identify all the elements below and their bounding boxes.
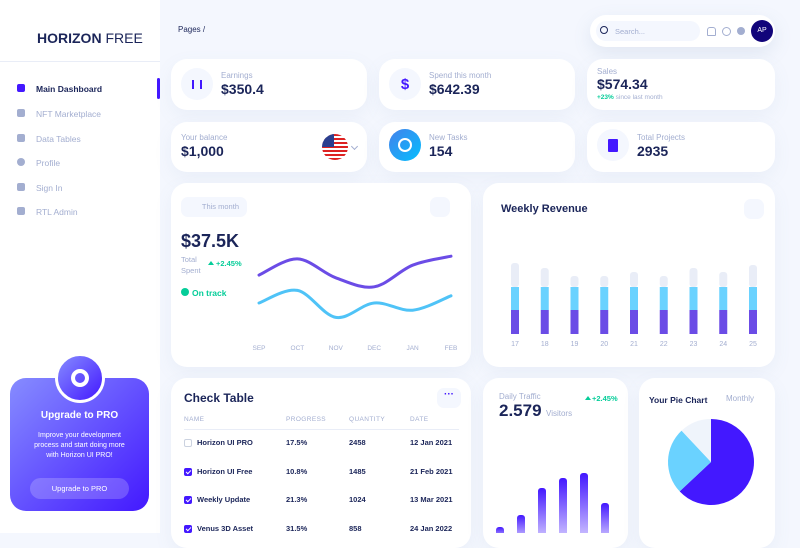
checkbox[interactable]	[184, 524, 192, 533]
table-cell: 1485	[349, 466, 366, 476]
active-indicator	[157, 78, 160, 99]
divider	[184, 429, 459, 430]
menu-icon	[17, 183, 25, 191]
menu-item[interactable]: Data Tables	[36, 134, 81, 144]
menu-item[interactable]: RTL Admin	[36, 207, 78, 217]
checkbox[interactable]	[184, 467, 192, 476]
menu-item[interactable]: Main Dashboard	[36, 84, 103, 94]
chart-button[interactable]	[744, 199, 764, 219]
traffic-unit: Visitors	[546, 409, 573, 418]
stat-label: Your balance	[181, 133, 228, 142]
menu-icon	[17, 134, 25, 142]
period-dropdown[interactable]: Monthly	[726, 394, 755, 403]
search-input[interactable]	[596, 21, 700, 41]
search-placeholder: Search...	[615, 27, 646, 36]
traffic-change: +2.45%	[592, 394, 618, 403]
table-cell: 1024	[349, 495, 366, 504]
total-change: +2.45%	[216, 259, 242, 268]
stat-value: $350.4	[221, 81, 264, 97]
status: On track	[192, 288, 227, 298]
chart-button[interactable]	[430, 197, 450, 217]
stat-card: Your balance $1,000	[171, 122, 367, 172]
table-cell: 24 Jan 2022	[410, 523, 453, 533]
table-cell: 31.5%	[286, 523, 308, 533]
stat-card: New Tasks 154	[379, 122, 575, 172]
table-cell: 2458	[349, 438, 366, 447]
stat-card: $ Spend this month $642.39	[379, 59, 575, 110]
theme-icon[interactable]	[737, 27, 745, 35]
up-arrow	[208, 261, 214, 265]
period-button[interactable]: This month	[181, 197, 247, 217]
total-value: $37.5K	[181, 231, 240, 251]
table-cell: Venus 3D Asset	[197, 523, 253, 533]
menu-icon	[17, 109, 25, 117]
stat-value: 154	[429, 143, 453, 159]
flag[interactable]	[322, 134, 348, 160]
menu-button[interactable]: ···	[437, 388, 461, 408]
table-cell: 858	[349, 523, 362, 533]
table-cell: 21.3%	[286, 495, 308, 504]
breadcrumb[interactable]: Pages /	[178, 25, 206, 34]
table-cell: Weekly Update	[197, 495, 251, 504]
avatar[interactable]: AP	[751, 20, 773, 42]
menu-icon	[17, 207, 25, 215]
brand-bold: HORIZON	[37, 30, 102, 46]
brand: HORIZON FREE	[37, 30, 143, 46]
info-icon[interactable]	[722, 27, 731, 36]
table-cell: 13 Mar 2021	[410, 495, 453, 504]
stat-change: +23%	[597, 94, 614, 101]
total-label: Total Spent	[181, 255, 201, 275]
divider	[0, 61, 160, 62]
column-header: NAME	[184, 416, 205, 423]
table-cell: 17.5%	[286, 438, 308, 447]
column-header: DATE	[410, 416, 429, 423]
bell-icon[interactable]	[707, 27, 716, 36]
stat-note: since last month	[615, 94, 663, 101]
upgrade-text: Improve your development process and sta…	[34, 432, 125, 459]
stat-value: $1,000	[181, 143, 224, 159]
page: {"sidebar":{"brand_bold":"HORIZON","bran…	[0, 0, 775, 548]
stat-card: Earnings $350.4	[171, 59, 367, 110]
stat-value: 2935	[637, 143, 669, 159]
stat-label: Sales	[597, 67, 618, 76]
traffic-value: 2.579	[499, 401, 542, 420]
menu-item[interactable]: NFT Marketplace	[36, 109, 102, 119]
table-cell: 10.8%	[286, 466, 308, 476]
card-title: Weekly Revenue	[501, 203, 588, 215]
card-title: Check Table	[184, 391, 254, 405]
menu-icon	[17, 158, 25, 166]
menu-icon	[17, 84, 25, 92]
checkbox[interactable]	[184, 439, 192, 447]
stat-value: $574.34	[597, 76, 648, 92]
stat-label: Total Projects	[637, 133, 686, 142]
brand-light: FREE	[105, 30, 143, 46]
menu-item[interactable]: Profile	[36, 158, 61, 168]
stat-value: $642.39	[429, 81, 480, 97]
upgrade-button[interactable]: Upgrade to PRO	[30, 478, 129, 499]
stat-label: Earnings	[221, 71, 253, 80]
menu-item[interactable]: Sign In	[36, 183, 63, 193]
dropdown-arrow[interactable]	[350, 142, 359, 151]
column-header: QUANTITY	[349, 416, 386, 423]
upgrade-logo	[55, 353, 105, 403]
stat-label: Spend this month	[429, 71, 492, 80]
column-header: PROGRESS	[286, 416, 327, 423]
stat-card: Sales $574.34 +23% since last month	[587, 59, 775, 110]
table-cell: 21 Feb 2021	[410, 466, 453, 476]
stat-label: New Tasks	[429, 133, 468, 142]
up-arrow	[585, 396, 591, 400]
table-cell: Horizon UI PRO	[197, 438, 253, 447]
table-card	[171, 378, 471, 548]
upgrade-title: Upgrade to PRO	[40, 410, 119, 421]
table-cell: 12 Jan 2021	[410, 438, 453, 447]
card-title: Your Pie Chart	[649, 395, 708, 405]
table-cell: Horizon UI Free	[197, 466, 253, 476]
card-label: Daily Traffic	[499, 392, 541, 401]
search-icon	[600, 26, 608, 34]
stat-card: Total Projects 2935	[587, 122, 775, 172]
check-icon	[181, 288, 189, 296]
checkbox[interactable]	[184, 496, 192, 504]
